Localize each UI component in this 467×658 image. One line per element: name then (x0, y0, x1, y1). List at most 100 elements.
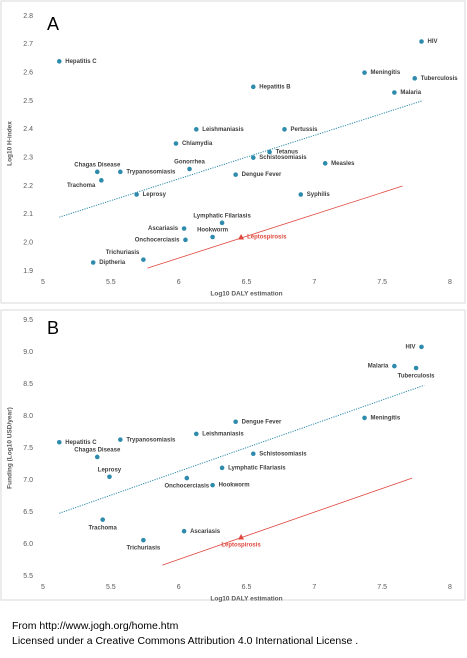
panel-frame (0, 0, 466, 304)
data-point (362, 415, 367, 421)
data-point (250, 451, 256, 457)
y-tick-label: 1.9 (23, 268, 33, 275)
x-tick-label: 6 (177, 584, 181, 591)
x-axis-title: Log10 DALY estimation (210, 291, 282, 298)
x-tick-label: 5 (41, 279, 45, 286)
y-tick-label: 2.1 (23, 211, 33, 218)
point-label: Trichuriasis (106, 250, 140, 256)
y-axis-title: Log10 H-index (7, 121, 14, 166)
y-tick-label: 8.5 (23, 381, 33, 388)
point-label: Trachoma (89, 525, 118, 531)
point-label: Tuberculosis (398, 374, 436, 380)
point-label: Trypanosomiasis (126, 169, 176, 175)
data-point (282, 127, 287, 132)
point-label: Hookworm (219, 483, 250, 489)
point-label: Hookworm (197, 228, 228, 234)
data-point (413, 365, 419, 371)
point-label: Chlamydia (182, 141, 213, 147)
y-tick-label: 2.6 (23, 70, 33, 77)
data-point (56, 439, 62, 445)
y-tick-label: 2.0 (23, 240, 33, 247)
point-label: Onchocerciasis (164, 484, 209, 490)
point-label: Leprosy (143, 192, 167, 198)
y-tick-label: 6.5 (23, 509, 33, 516)
data-point (99, 178, 104, 183)
y-tick-label: 2.5 (23, 98, 33, 105)
data-point (94, 454, 100, 460)
data-point (187, 166, 192, 172)
trendline (147, 185, 403, 269)
y-tick-label: 8.0 (23, 413, 33, 420)
point-label: Dengue Fever (242, 172, 282, 178)
point-label: Hepatitis C (65, 440, 97, 446)
point-label: Leishmaniasis (202, 431, 244, 437)
point-label: Malaria (400, 90, 421, 96)
x-tick-label: 5 (41, 584, 45, 591)
data-point (219, 465, 225, 471)
data-point (181, 226, 187, 231)
point-label: Lymphatic Filariasis (193, 213, 251, 219)
data-point (233, 172, 238, 177)
highlight-label: Leptospirosis (221, 543, 261, 549)
data-point (298, 192, 304, 197)
data-point (392, 363, 397, 369)
data-point (181, 528, 187, 534)
point-label: Trichuriasis (127, 546, 161, 552)
point-label: Chagas Disease (74, 162, 121, 168)
data-point (90, 260, 96, 265)
data-point (322, 161, 328, 166)
y-tick-label: 7.0 (23, 477, 33, 484)
point-label: Schistosomiasis (259, 155, 307, 161)
data-point (184, 475, 190, 481)
point-label: HIV (405, 344, 415, 350)
point-label: Chagas Disease (74, 448, 121, 454)
y-tick-label: 7.5 (23, 445, 33, 452)
highlight-label: Leptospirosis (247, 235, 287, 241)
data-point (233, 419, 238, 425)
point-label: Ascariasis (190, 529, 221, 535)
x-tick-label: 7.5 (377, 279, 387, 286)
x-tick-label: 7 (312, 279, 316, 286)
point-label: Tetanus (276, 150, 299, 156)
data-point (250, 84, 256, 90)
panel-frame (0, 309, 466, 601)
trendline (59, 100, 422, 218)
panel-letter: A (47, 14, 59, 34)
point-label: Schistosomiasis (259, 451, 307, 457)
data-point (210, 482, 215, 488)
data-point (194, 431, 199, 437)
data-point (118, 437, 123, 442)
y-tick-label: 9.0 (23, 349, 33, 356)
point-label: Measles (331, 161, 355, 167)
x-tick-label: 7 (312, 584, 316, 591)
y-tick-label: 2.2 (23, 183, 33, 190)
data-point (419, 39, 424, 44)
trendline (59, 384, 425, 514)
x-tick-label: 6 (177, 279, 181, 286)
point-label: Onchocerciasis (135, 237, 180, 243)
y-axis-title: Funding (Log10 USD/year) (7, 407, 14, 489)
panel-letter: B (47, 318, 59, 338)
data-point (56, 59, 62, 64)
data-point (141, 537, 146, 543)
y-tick-label: 5.5 (23, 573, 33, 580)
data-point (100, 517, 105, 522)
x-tick-label: 5.5 (106, 279, 116, 286)
point-label: Malaria (368, 364, 389, 370)
source-line: From http://www.jogh.org/home.htm (12, 620, 179, 632)
data-point (419, 344, 424, 350)
y-tick-label: 2.3 (23, 155, 33, 162)
highlight-point (238, 533, 245, 540)
point-label: Tuberculosis (421, 76, 459, 82)
data-point (173, 141, 179, 146)
license-line: Licensed under a Creative Commons Attrib… (12, 635, 358, 647)
data-point (194, 127, 199, 132)
point-label: Trypanosomiasis (126, 437, 176, 443)
point-label: Trachoma (67, 183, 96, 189)
x-tick-label: 8 (448, 584, 452, 591)
point-label: Gonorrhea (174, 160, 205, 166)
point-label: Leishmaniasis (202, 127, 244, 133)
data-point (183, 237, 188, 243)
